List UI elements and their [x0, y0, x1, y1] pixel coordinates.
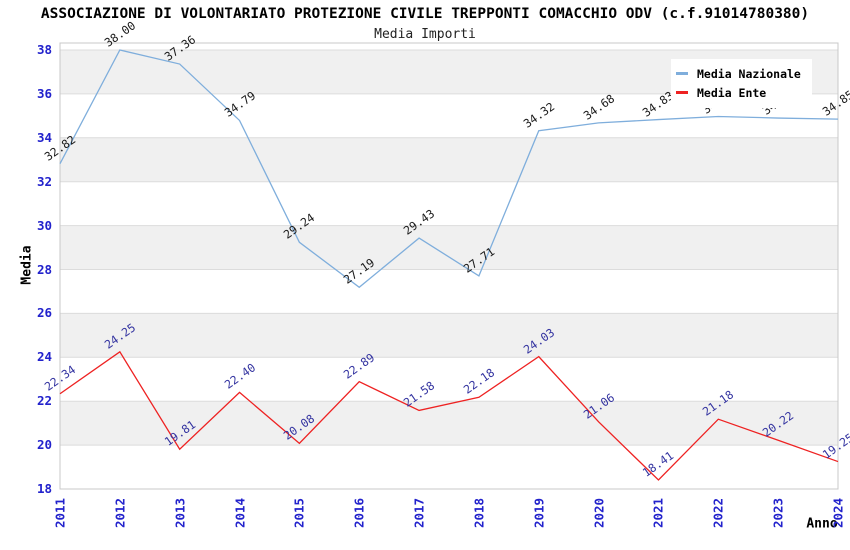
band — [60, 313, 838, 358]
legend-item-media-nazionale: Media Nazionale — [676, 64, 812, 83]
x-tick-label: 2022 — [710, 497, 726, 529]
y-tick-label: 32 — [36, 173, 52, 189]
plot-border — [59, 42, 839, 490]
y-tick-label: 28 — [36, 261, 52, 277]
x-tick-label: 2014 — [232, 497, 248, 529]
data-point-label: 22.34 — [41, 362, 79, 394]
data-point-label: 27.71 — [460, 244, 498, 276]
x-tick-label: 2021 — [650, 497, 666, 529]
data-point-label: 29.43 — [400, 206, 438, 238]
data-point-label: 21.18 — [700, 387, 737, 419]
y-tick-label: 18 — [36, 481, 52, 496]
data-point-label: 19.81 — [161, 417, 198, 449]
legend-item-media-ente: Media Ente — [676, 83, 812, 102]
x-tick-label: 2020 — [591, 497, 607, 529]
band — [60, 225, 838, 270]
series-line-media-nazionale — [59, 49, 839, 289]
band — [60, 137, 838, 182]
data-point-label: 22.40 — [221, 360, 258, 393]
data-point-label: 20.22 — [759, 408, 797, 440]
data-point-label: 34.32 — [520, 99, 557, 131]
series-line-media-ente — [59, 350, 839, 481]
x-tick-label: 2011 — [52, 497, 68, 529]
chart-subtitle: Media Importi — [374, 27, 476, 42]
x-tick-label: 2017 — [411, 497, 427, 529]
x-tick-label: 2019 — [531, 497, 547, 529]
data-point-label: 24.25 — [101, 320, 139, 352]
y-tick-label: 36 — [36, 85, 52, 101]
y-tick-label: 20 — [36, 437, 52, 453]
y-tick-label: 30 — [36, 217, 52, 233]
data-point-label: 21.58 — [400, 378, 438, 411]
x-tick-label: 2016 — [351, 497, 367, 529]
band — [60, 401, 838, 446]
legend: Media Nazionale Media Ente — [671, 59, 812, 108]
y-tick-label: 24 — [36, 349, 52, 365]
media-nazionale-line-marker-icon — [676, 72, 688, 75]
data-point-label: 38.00 — [101, 18, 139, 50]
x-tick-label: 2018 — [471, 497, 487, 529]
y-tick-label: 34 — [36, 129, 52, 145]
chart-title: ASSOCIAZIONE DI VOLONTARIATO PROTEZIONE … — [40, 6, 810, 22]
legend-label: Media Ente — [697, 85, 767, 100]
data-point-label: 29.24 — [281, 210, 318, 242]
data-point-label: 19.25 — [819, 429, 850, 462]
data-point-label: 22.18 — [460, 365, 498, 397]
legend-label: Media Nazionale — [697, 66, 801, 81]
data-point-label: 37.36 — [161, 32, 198, 64]
x-tick-label: 2024 — [830, 497, 846, 529]
y-tick-label: 26 — [36, 305, 52, 321]
data-point-label: 22.89 — [341, 349, 378, 382]
data-point-label: 18.41 — [640, 448, 677, 480]
x-tick-label: 2013 — [172, 497, 188, 529]
x-axis-label: Anno — [806, 516, 838, 532]
x-tick-label: 2012 — [112, 497, 128, 529]
data-point-label: 20.08 — [281, 411, 318, 444]
x-tick-label: 2015 — [291, 497, 307, 529]
x-tick-label: 2023 — [770, 497, 786, 529]
data-point-label: 34.85 — [819, 87, 850, 119]
data-point-label: 34.68 — [580, 91, 617, 123]
data-point-label: 34.79 — [221, 88, 258, 121]
data-point-label: 21.06 — [580, 390, 617, 422]
y-tick-label: 22 — [36, 393, 52, 409]
data-point-label: 27.19 — [341, 255, 378, 287]
data-point-label: 24.03 — [520, 324, 557, 357]
media-ente-line-marker-icon — [676, 91, 688, 94]
y-tick-label: 38 — [36, 42, 52, 57]
